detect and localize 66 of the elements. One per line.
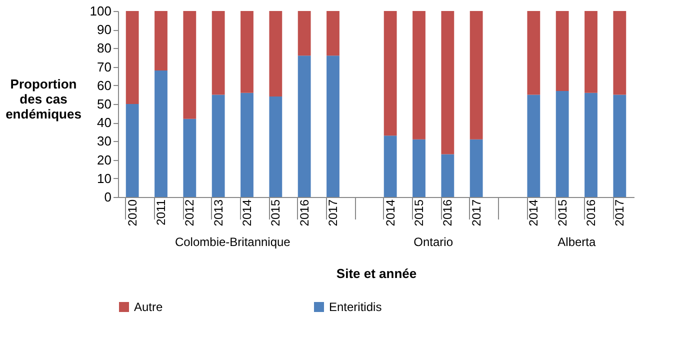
text: Ontario — [414, 235, 454, 249]
y-tick-label: 40 — [97, 115, 112, 130]
legend-label: Enteritidis — [329, 300, 382, 314]
bar — [412, 139, 426, 197]
bar — [126, 11, 139, 104]
y-tick-label: 10 — [97, 170, 112, 186]
x-tick-label: 2016 — [440, 199, 455, 226]
bar — [556, 11, 569, 91]
text: Alberta — [558, 235, 596, 249]
bar — [527, 94, 540, 197]
x-tick-label: 2014 — [383, 199, 398, 226]
y-tick-label: 80 — [97, 40, 112, 56]
x-tick-label: 2014 — [526, 199, 541, 226]
x-tick-label: 2016 — [297, 199, 312, 226]
bar — [126, 104, 139, 197]
y-tick-label: 70 — [97, 59, 112, 74]
bar — [269, 96, 282, 197]
y-tick-label: 30 — [97, 134, 112, 149]
bar — [298, 11, 311, 56]
bar — [527, 11, 540, 95]
x-tick-label: 2017 — [612, 199, 627, 226]
x-tick-label: 2011 — [154, 199, 168, 226]
bar — [384, 11, 397, 136]
y-tick-label: 100 — [90, 4, 112, 18]
bar — [441, 11, 454, 154]
bar — [212, 11, 225, 95]
y-tick-label: 20 — [97, 152, 112, 168]
bar — [556, 90, 569, 197]
bar — [240, 92, 254, 197]
x-tick-label: 2015 — [555, 199, 570, 226]
bar — [240, 11, 254, 93]
y-tick-label: 60 — [97, 78, 112, 93]
bar — [154, 11, 168, 71]
bar — [183, 11, 196, 119]
bar — [384, 136, 397, 197]
bar — [412, 11, 426, 140]
x-tick-label: 2017 — [469, 199, 484, 226]
bar — [269, 11, 282, 97]
x-tick-label: 2014 — [240, 199, 254, 226]
bar — [470, 139, 483, 197]
bar — [212, 94, 225, 197]
bar — [584, 92, 598, 197]
bar — [154, 70, 168, 197]
bar — [298, 56, 311, 197]
bar — [326, 56, 340, 197]
y-tick-label: 0 — [104, 190, 112, 204]
x-axis-title: Site et année — [336, 266, 417, 282]
x-tick-label: 2012 — [182, 199, 197, 226]
text: Colombie-Britannique — [174, 235, 291, 249]
bar — [613, 94, 626, 197]
bar — [441, 154, 454, 197]
y-tick-label: 50 — [97, 96, 112, 112]
bar — [613, 11, 626, 95]
x-tick-label: 2015 — [412, 199, 426, 226]
x-tick-label: 2016 — [584, 199, 598, 226]
bar — [183, 118, 196, 197]
x-tick-label: 2017 — [326, 199, 340, 226]
y-tick-label: 90 — [97, 22, 112, 38]
bar — [584, 11, 598, 93]
x-tick-label: 2010 — [125, 199, 140, 226]
x-tick-label: 2013 — [211, 199, 226, 226]
y-axis-title: Proportion des cas endémiques — [6, 76, 82, 122]
legend-label: Autre — [134, 300, 164, 314]
x-tick-label: 2015 — [268, 199, 283, 226]
bar — [470, 11, 483, 140]
bar — [326, 11, 340, 56]
